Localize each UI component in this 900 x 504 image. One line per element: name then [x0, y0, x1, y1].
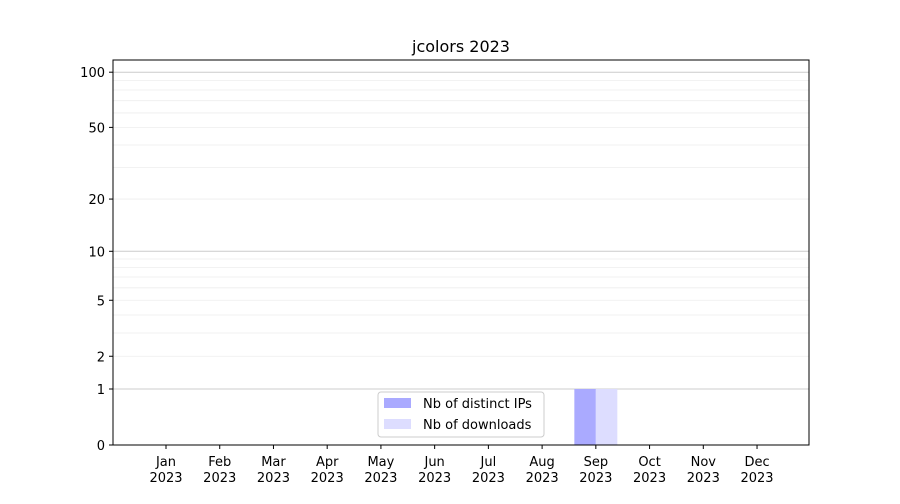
- y-tick-label: 50: [88, 121, 105, 136]
- x-tick-label: Sep 2023: [579, 455, 612, 486]
- bar-nb-of-distinct-ips: [574, 389, 596, 445]
- x-tick-label: Feb 2023: [203, 455, 236, 486]
- x-tick-label: Oct 2023: [633, 455, 666, 486]
- legend-swatch: [384, 398, 411, 408]
- x-tick-label: Dec 2023: [740, 455, 773, 486]
- y-tick-label: 100: [80, 66, 105, 81]
- x-tick-label: Nov 2023: [687, 455, 720, 486]
- x-tick-label: Apr 2023: [311, 455, 344, 486]
- x-tick-label: Jan 2023: [149, 455, 182, 486]
- x-tick-label: Aug 2023: [526, 455, 559, 486]
- y-tick-label: 20: [88, 193, 105, 208]
- x-tick-label: Jul 2023: [472, 455, 505, 486]
- legend-box: [377, 391, 545, 438]
- y-tick-label: 5: [97, 294, 105, 309]
- chart-title: jcolors 2023: [411, 37, 510, 56]
- x-tick-label: Mar 2023: [257, 455, 290, 486]
- y-tick-label: 2: [97, 350, 105, 365]
- x-tick-label: Jun 2023: [418, 455, 451, 486]
- legend-swatch: [384, 419, 411, 429]
- legend-label: Nb of distinct IPs: [423, 397, 532, 412]
- y-tick-label: 10: [88, 245, 105, 260]
- y-tick-label: 1: [97, 383, 105, 398]
- bar-nb-of-downloads: [595, 389, 618, 445]
- x-tick-label: May 2023: [364, 455, 397, 486]
- y-tick-label: 0: [97, 439, 105, 454]
- legend: Nb of distinct IPs Nb of downloads: [377, 391, 545, 438]
- legend-label: Nb of downloads: [423, 418, 532, 433]
- plot-frame: [112, 59, 810, 446]
